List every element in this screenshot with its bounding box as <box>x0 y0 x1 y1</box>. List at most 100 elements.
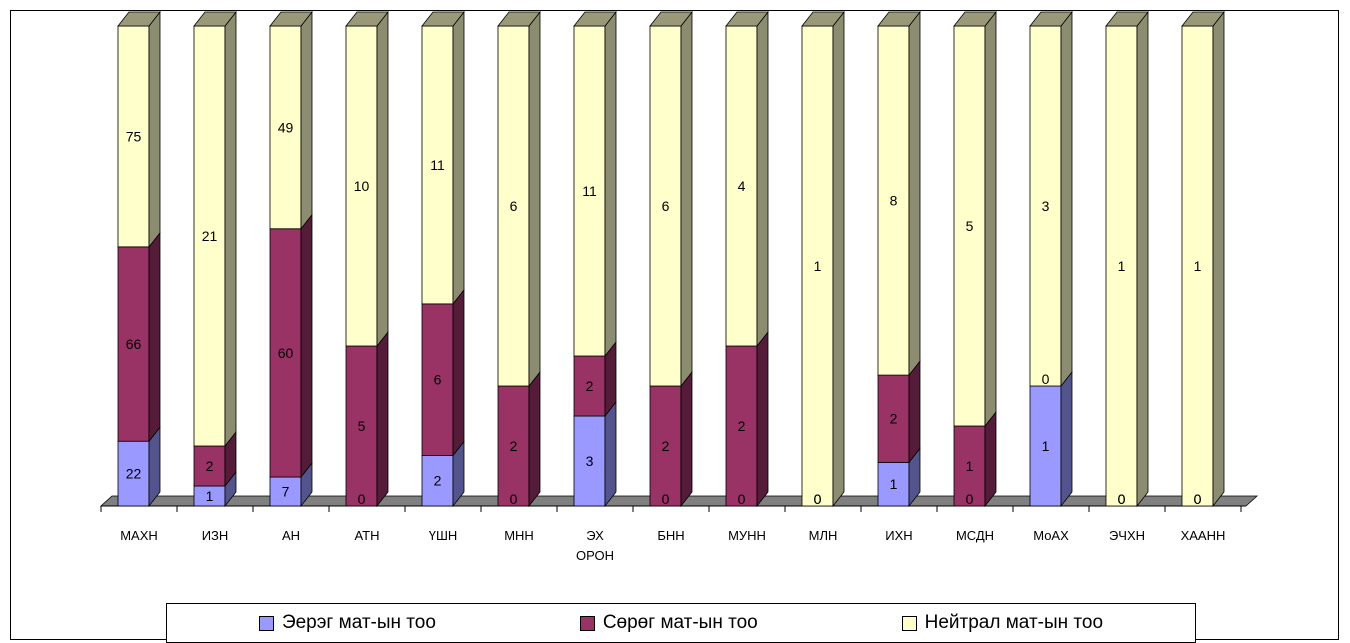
bar-segment-side <box>528 11 541 388</box>
bar-segment-side <box>148 231 161 443</box>
data-label: 1 <box>890 476 898 492</box>
bar-segment-side <box>376 11 389 348</box>
bar-segment-side <box>1212 11 1225 508</box>
chart-plot: 226675МАХН1221ИЗН76049АН0510АТН2611ҮШН02… <box>99 11 1259 563</box>
x-tick-label: МАХН <box>120 528 158 543</box>
data-label: 75 <box>126 128 142 144</box>
x-tick-label: МСДН <box>956 528 994 543</box>
bar-segment <box>953 425 986 507</box>
data-label: 6 <box>510 198 518 214</box>
data-label: 0 <box>966 491 974 507</box>
bar-segment-side <box>908 359 921 464</box>
bar-segment <box>497 385 530 507</box>
bar-segment <box>269 228 302 478</box>
data-label: 2 <box>586 378 594 394</box>
bar-segment-side <box>756 11 769 348</box>
data-label: 0 <box>1194 491 1202 507</box>
data-label: 0 <box>814 491 822 507</box>
bar-segment <box>193 445 226 487</box>
legend-swatch-negative <box>579 615 595 631</box>
bar-top-cap <box>953 11 997 27</box>
bar-segment <box>573 415 606 507</box>
data-label: 2 <box>890 411 898 427</box>
data-label: 3 <box>586 453 594 469</box>
x-tick-label: ЭХ <box>586 528 604 543</box>
x-tick-label: ОРОН <box>576 548 614 563</box>
bar-segment <box>1029 385 1062 507</box>
bar-segment-side <box>376 330 389 508</box>
x-tick-label: ЭЧХН <box>1109 528 1145 543</box>
data-label: 11 <box>582 183 597 199</box>
x-tick-label: АН <box>282 528 300 543</box>
bar-segment <box>421 455 454 507</box>
data-label: 11 <box>430 157 445 173</box>
data-label: 0 <box>738 491 746 507</box>
bar-top-cap <box>1181 11 1225 27</box>
bar-top-cap <box>877 11 921 27</box>
data-label: 0 <box>1042 371 1050 387</box>
data-label: 5 <box>358 418 366 434</box>
bar-segment <box>345 345 378 507</box>
bar-top-cap <box>725 11 769 27</box>
bar-segment-side <box>1060 11 1073 388</box>
chart-legend: Эерэг мат-ын тоо Сөрөг мат-ын тоо Нейтра… <box>166 603 1196 643</box>
bar-segment <box>117 440 150 507</box>
bar-segment-side <box>604 11 617 358</box>
x-tick-label: МНН <box>504 528 534 543</box>
bar-segment <box>1029 25 1062 387</box>
data-label: 2 <box>510 438 518 454</box>
bar-segment <box>877 25 910 376</box>
bar-top-cap <box>117 11 161 27</box>
bar-segment-side <box>1136 11 1149 508</box>
bar-top-cap <box>649 11 693 27</box>
bar-segment <box>573 25 606 357</box>
bar-segment-side <box>984 11 997 428</box>
bar-top-cap <box>573 11 617 27</box>
data-label: 2 <box>434 473 442 489</box>
x-tick-label: МЛН <box>809 528 838 543</box>
data-label: 66 <box>126 336 142 352</box>
bar-segment <box>269 25 302 230</box>
data-label: 7 <box>282 484 290 500</box>
data-label: 1 <box>966 458 974 474</box>
legend-item-positive: Эерэг мат-ын тоо <box>258 612 436 634</box>
x-tick-label: БНН <box>657 528 684 543</box>
bar-segment <box>117 246 150 442</box>
x-tick-label: МУНН <box>728 528 766 543</box>
bar-segment-side <box>832 11 845 508</box>
legend-item-negative: Сөрөг мат-ын тоо <box>579 612 758 634</box>
data-label: 4 <box>738 178 746 194</box>
bar-segment-side <box>224 11 237 448</box>
data-label: 21 <box>202 228 218 244</box>
data-label: 2 <box>206 458 214 474</box>
bar-segment-side <box>300 11 313 230</box>
bar-segment-side <box>604 400 617 508</box>
data-label: 49 <box>278 119 294 135</box>
bar-segment <box>421 25 454 305</box>
legend-item-neutral: Нейтрал мат-ын тоо <box>901 612 1104 634</box>
data-label: 8 <box>890 193 898 209</box>
data-label: 6 <box>662 198 670 214</box>
data-label: 22 <box>126 466 142 482</box>
bar-segment-side <box>680 370 693 508</box>
bar-top-cap <box>497 11 541 27</box>
data-label: 0 <box>1118 491 1126 507</box>
data-label: 1 <box>1194 258 1202 274</box>
bar-segment-side <box>1060 370 1073 508</box>
data-label: 60 <box>278 345 294 361</box>
data-label: 1 <box>814 258 822 274</box>
bar-top-cap <box>193 11 237 27</box>
data-label: 0 <box>1194 491 1202 507</box>
data-label: 3 <box>1042 198 1050 214</box>
legend-label-neutral: Нейтрал мат-ын тоо <box>924 612 1104 633</box>
x-tick-label: МоАХ <box>1033 528 1069 543</box>
x-tick-label: ҮШН <box>429 528 458 543</box>
bar-segment <box>497 25 530 387</box>
bar-segment <box>421 303 454 456</box>
data-label: 0 <box>662 491 670 507</box>
legend-swatch-neutral <box>901 615 917 631</box>
bar-segment-side <box>300 213 313 479</box>
bar-segment <box>573 355 606 417</box>
data-label: 6 <box>434 372 442 388</box>
bar-segment-side <box>680 11 693 388</box>
